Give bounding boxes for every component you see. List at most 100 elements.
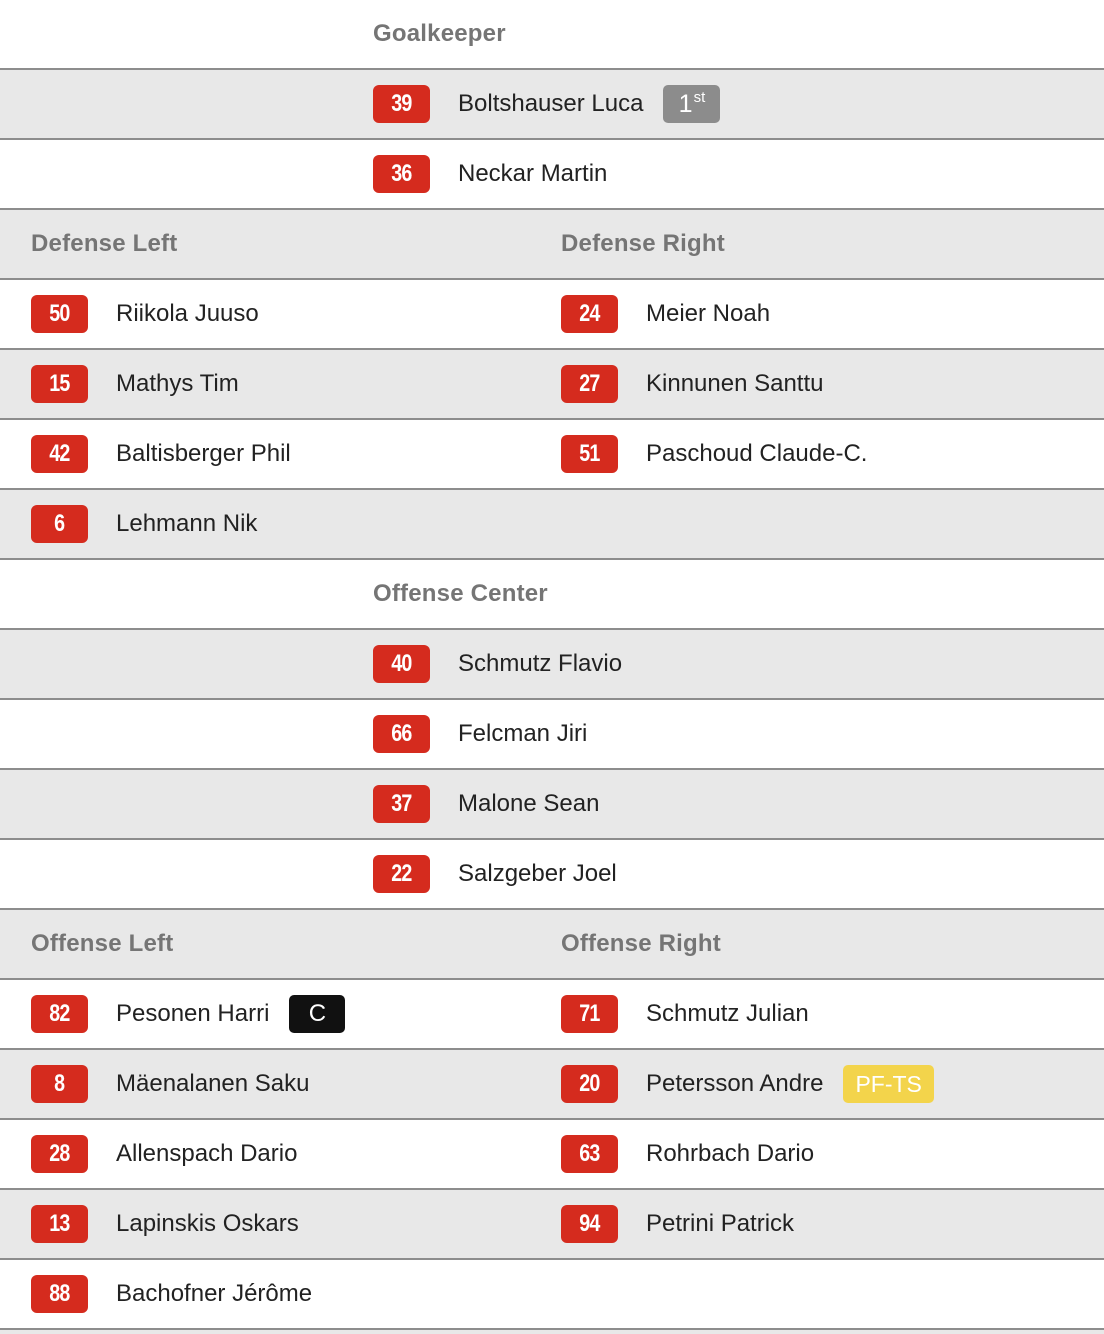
jersey-number-badge: 63	[561, 1135, 618, 1173]
jersey-number: 27	[579, 370, 600, 397]
player-name: Neckar Martin	[458, 160, 608, 187]
section-title: Offense Center	[373, 560, 548, 628]
jersey-number: 15	[49, 370, 70, 397]
jersey-number: 63	[579, 1140, 600, 1167]
badge-text: C	[308, 1000, 327, 1027]
player-cell[interactable]: 15 Mathys Tim	[31, 350, 239, 418]
player-row: 88 Bachofner Jérôme	[0, 1258, 1104, 1328]
jersey-number: 20	[579, 1070, 600, 1097]
jersey-number-badge: 37	[373, 785, 430, 823]
player-row: 66 Felcman Jiri	[0, 698, 1104, 768]
player-cell[interactable]: 28 Allenspach Dario	[31, 1120, 297, 1188]
player-name: Mäenalanen Saku	[116, 1070, 310, 1097]
captain-badge: C	[289, 995, 346, 1033]
section-title-label: Defense Left	[31, 230, 178, 257]
jersey-number-badge: 8	[31, 1065, 88, 1103]
player-cell[interactable]: 94 Petrini Patrick	[561, 1190, 794, 1258]
player-name: Baltisberger Phil	[116, 440, 291, 467]
pf-ts-badge: PF-TS	[843, 1065, 934, 1103]
player-cell[interactable]: 22 Salzgeber Joel	[373, 840, 617, 908]
next-row-sliver	[0, 1330, 1104, 1334]
jersey-number: 39	[391, 90, 412, 117]
jersey-number-badge: 20	[561, 1065, 618, 1103]
player-cell[interactable]: 42 Baltisberger Phil	[31, 420, 291, 488]
player-name: Schmutz Julian	[646, 1000, 809, 1027]
jersey-number-badge: 39	[373, 85, 430, 123]
jersey-number: 88	[49, 1280, 70, 1307]
jersey-number: 13	[49, 1210, 70, 1237]
jersey-number-badge: 94	[561, 1205, 618, 1243]
player-name: Pesonen Harri	[116, 1000, 270, 1027]
jersey-number: 66	[391, 720, 412, 747]
section-header-row: Goalkeeper	[0, 0, 1104, 68]
player-cell[interactable]: 37 Malone Sean	[373, 770, 599, 838]
player-cell[interactable]: 40 Schmutz Flavio	[373, 630, 622, 698]
jersey-number-badge: 36	[373, 155, 430, 193]
player-name: Bachofner Jérôme	[116, 1280, 313, 1307]
jersey-number-badge: 71	[561, 995, 618, 1033]
section-title-label: Offense Center	[373, 580, 548, 607]
player-name: Lehmann Nik	[116, 510, 258, 537]
player-name: Salzgeber Joel	[458, 860, 617, 887]
section-title: Offense Right	[561, 910, 721, 978]
jersey-number: 37	[391, 790, 412, 817]
player-name: Mathys Tim	[116, 370, 239, 397]
player-name: Schmutz Flavio	[458, 650, 623, 677]
player-name: Paschoud Claude-C.	[646, 440, 868, 467]
player-row: 36 Neckar Martin	[0, 138, 1104, 208]
section-title-label: Offense Left	[31, 930, 174, 957]
player-name: Riikola Juuso	[116, 300, 259, 327]
jersey-number-badge: 13	[31, 1205, 88, 1243]
player-cell[interactable]: 63 Rohrbach Dario	[561, 1120, 814, 1188]
section-title: Goalkeeper	[373, 0, 506, 68]
jersey-number: 8	[54, 1070, 65, 1097]
player-name: Meier Noah	[646, 300, 771, 327]
section-header-row: Defense Left Defense Right	[0, 208, 1104, 278]
jersey-number: 28	[49, 1140, 70, 1167]
jersey-number: 6	[54, 510, 65, 537]
jersey-number: 24	[579, 300, 600, 327]
player-row: 6 Lehmann Nik	[0, 488, 1104, 558]
player-cell[interactable]: 27 Kinnunen Santtu	[561, 350, 823, 418]
player-cell[interactable]: 8 Mäenalanen Saku	[31, 1050, 309, 1118]
jersey-number-badge: 27	[561, 365, 618, 403]
jersey-number: 40	[391, 650, 412, 677]
jersey-number: 50	[49, 300, 70, 327]
jersey-number-badge: 66	[373, 715, 430, 753]
player-row: 15 Mathys Tim 27 Kinnunen Santtu	[0, 348, 1104, 418]
player-name: Allenspach Dario	[116, 1140, 298, 1167]
player-cell[interactable]: 24 Meier Noah	[561, 280, 770, 348]
player-name: Petersson Andre	[646, 1070, 824, 1097]
player-row: 37 Malone Sean	[0, 768, 1104, 838]
player-cell[interactable]: 36 Neckar Martin	[373, 140, 607, 208]
player-row: 13 Lapinskis Oskars 94 Petrini Patrick	[0, 1188, 1104, 1258]
jersey-number-badge: 82	[31, 995, 88, 1033]
player-cell[interactable]: 51 Paschoud Claude-C.	[561, 420, 867, 488]
player-row: 40 Schmutz Flavio	[0, 628, 1104, 698]
player-cell[interactable]: 71 Schmutz Julian	[561, 980, 809, 1048]
section-title: Defense Left	[31, 210, 177, 278]
player-name: Kinnunen Santtu	[646, 370, 824, 397]
player-cell[interactable]: 13 Lapinskis Oskars	[31, 1190, 299, 1258]
player-cell[interactable]: 6 Lehmann Nik	[31, 490, 257, 558]
section-header-row: Offense Left Offense Right	[0, 908, 1104, 978]
player-name: Rohrbach Dario	[646, 1140, 815, 1167]
jersey-number-badge: 50	[31, 295, 88, 333]
jersey-number: 51	[579, 440, 600, 467]
player-cell[interactable]: 82 Pesonen Harri C	[31, 980, 346, 1048]
jersey-number: 36	[391, 160, 412, 187]
jersey-number-badge: 15	[31, 365, 88, 403]
player-cell[interactable]: 20 Petersson Andre PF-TS	[561, 1050, 934, 1118]
player-name: Malone Sean	[458, 790, 600, 817]
player-cell[interactable]: 66 Felcman Jiri	[373, 700, 587, 768]
player-cell[interactable]: 50 Riikola Juuso	[31, 280, 259, 348]
player-cell[interactable]: 88 Bachofner Jérôme	[31, 1260, 312, 1328]
player-name: Petrini Patrick	[646, 1210, 795, 1237]
jersey-number: 94	[579, 1210, 600, 1237]
player-row: 22 Salzgeber Joel	[0, 838, 1104, 908]
player-name: Felcman Jiri	[458, 720, 588, 747]
jersey-number-badge: 24	[561, 295, 618, 333]
